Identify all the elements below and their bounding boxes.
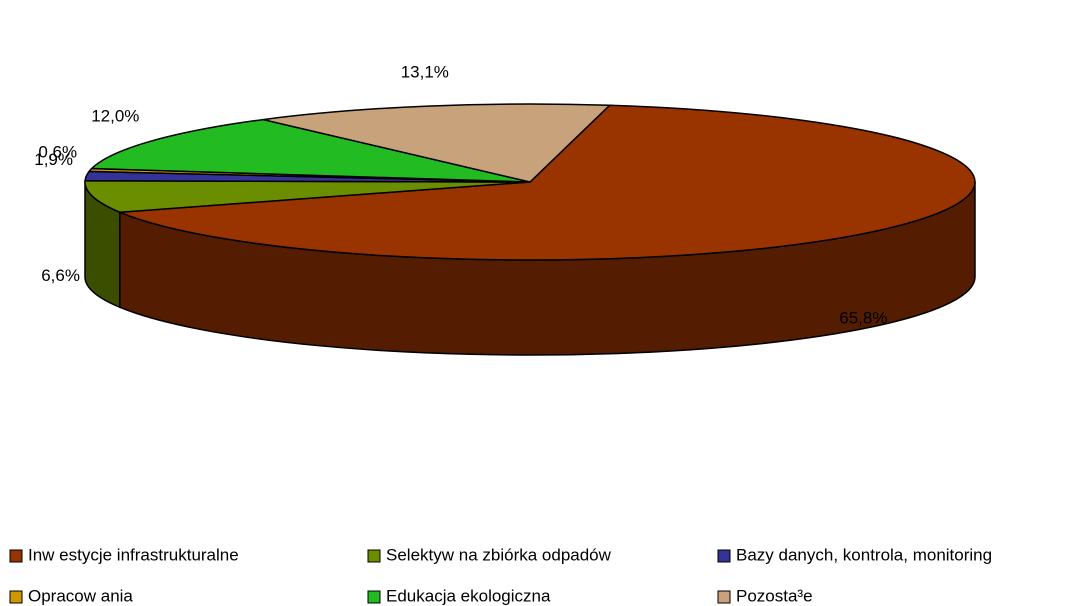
legend-label: Selektyw na zbiórka odpadów: [386, 545, 612, 564]
data-label: 13,1%: [401, 63, 449, 82]
legend-swatch: [367, 549, 381, 563]
legend-label: Opracow ania: [28, 586, 133, 605]
pie-slice: [84, 179, 531, 213]
legend-swatch: [717, 590, 731, 604]
data-label: 1,9%: [34, 150, 73, 169]
data-label: 12,0%: [91, 106, 139, 125]
legend-label: Pozosta³e: [736, 586, 813, 605]
legend-label: Bazy danych, kontrola, monitoring: [736, 545, 992, 564]
data-label: 65,8%: [839, 309, 887, 328]
legend-label: Edukacja ekologiczna: [386, 586, 551, 605]
legend-label: Inw estycje infrastrukturalne: [28, 545, 239, 564]
data-label: 0,6%: [38, 142, 77, 161]
legend-swatch: [717, 549, 731, 563]
legend-swatch: [367, 590, 381, 604]
pie-slice: [89, 118, 531, 183]
pie-slice: [119, 104, 976, 261]
legend-swatch: [9, 590, 23, 604]
data-label: 6,6%: [41, 266, 80, 285]
pie-slice: [262, 103, 612, 183]
legend-swatch: [9, 549, 23, 563]
